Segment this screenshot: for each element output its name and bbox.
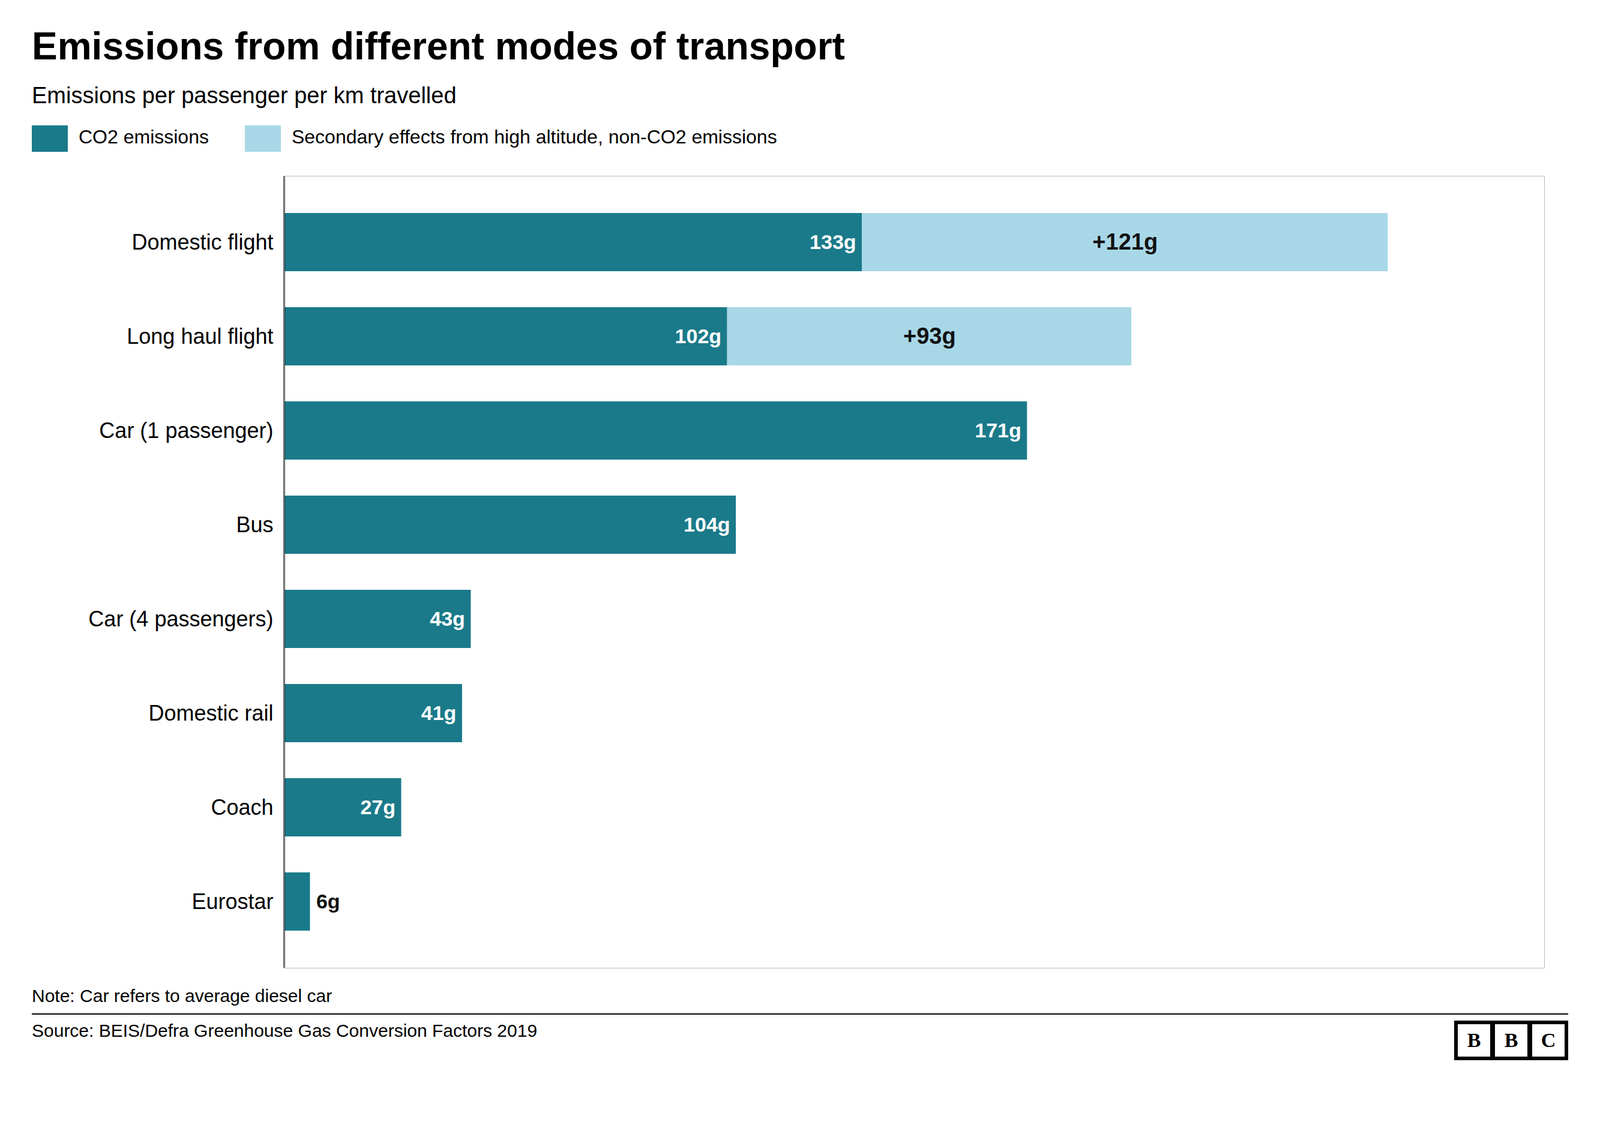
html-text:Note: Car refers to average di: Note: Car refers to average diesel car — [31, 986, 333, 1006]
html-text:Source: BEIS/Defra Greenhouse: Source: BEIS/Defra Greenhouse Gas Conver… — [31, 1020, 538, 1041]
svg-text:Car (4 passengers): Car (4 passengers) — [88, 606, 274, 632]
svg-text:Domestic rail: Domestic rail — [148, 700, 274, 726]
svg-text:Coach: Coach — [210, 795, 274, 820]
svg-text:Eurostar: Eurostar — [191, 889, 274, 915]
svg-text:Long haul flight: Long haul flight — [126, 324, 274, 349]
html-text:C: C — [1541, 1029, 1556, 1052]
svg-text:+93g: +93g — [903, 323, 957, 349]
html-text:B: B — [1467, 1029, 1481, 1052]
svg-text:+121g: +121g — [1092, 229, 1158, 255]
svg-text:41g: 41g — [421, 701, 457, 725]
svg-text:133g: 133g — [809, 230, 857, 254]
svg-text:Bus: Bus — [235, 512, 274, 538]
svg-text:27g: 27g — [360, 795, 396, 819]
html-text:Emissions per passenger per km: Emissions per passenger per km travelled — [31, 82, 457, 109]
html-text:B: B — [1504, 1029, 1518, 1052]
svg-text:43g: 43g — [429, 607, 466, 631]
svg-text:104g: 104g — [683, 513, 731, 536]
html-text:Secondary effects from high al: Secondary effects from high altitude, no… — [291, 126, 778, 148]
svg-text:Domestic flight: Domestic flight — [131, 229, 274, 255]
svg-text:171g: 171g — [974, 418, 1022, 442]
html-text:CO2 emissions: CO2 emissions — [78, 126, 209, 148]
svg-text:102g: 102g — [675, 324, 722, 348]
svg-text:Car (1 passenger): Car (1 passenger) — [99, 418, 274, 443]
svg-text:6g: 6g — [316, 890, 341, 913]
html-text:Emissions from different modes: Emissions from different modes of transp… — [31, 24, 845, 68]
